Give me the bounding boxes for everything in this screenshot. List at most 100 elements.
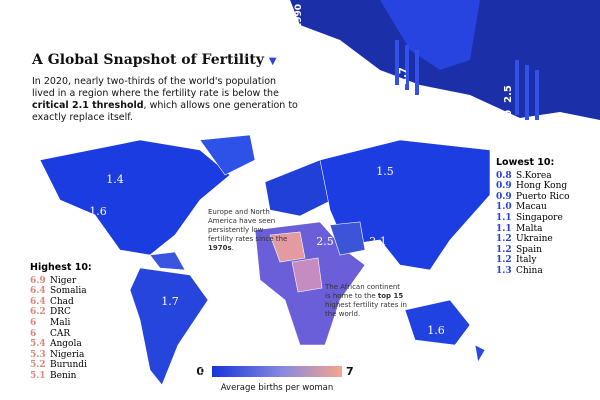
rate: 1.1 bbox=[496, 223, 512, 234]
map-labels: 1.4 1.6 1.5 2.5 2.1 1.7 2.2 1.6 1.9 bbox=[89, 165, 445, 379]
timeline-value: 2.5 bbox=[503, 85, 514, 103]
title-text: A Global Snapshot of Fertility bbox=[32, 52, 265, 68]
list-row: 5.4 Angola bbox=[30, 339, 92, 350]
list-row: 0.9 Puerto Rico bbox=[496, 192, 570, 203]
country: Hong Kong bbox=[516, 181, 568, 192]
list-row: 1.3 China bbox=[496, 266, 570, 277]
rate: 6 bbox=[30, 328, 37, 339]
text-run: , which allows one generation to exactly… bbox=[32, 100, 298, 123]
rate: 0.9 bbox=[496, 181, 512, 192]
rate: 6 bbox=[30, 317, 37, 328]
rate: 5.1 bbox=[30, 370, 46, 381]
world-map bbox=[39, 134, 491, 386]
timeline-entry: 2.5 2010 bbox=[503, 85, 514, 135]
timeline-year: 1990 bbox=[294, 4, 304, 29]
region-rate: 1.5 bbox=[376, 165, 394, 178]
rate: 1.3 bbox=[496, 265, 512, 276]
country: Spain bbox=[516, 244, 542, 255]
country: Mali bbox=[50, 317, 71, 328]
rate: 5.3 bbox=[30, 349, 46, 360]
top-figure bbox=[290, 0, 600, 120]
list-title: Lowest 10: bbox=[496, 157, 555, 168]
lowest-list: Lowest 10: 0.8 S.Korea 0.9 Hong Kong 0.9 Puert… bbox=[496, 157, 570, 277]
country: Italy bbox=[516, 255, 537, 266]
list-row: 6.2 DRC bbox=[30, 307, 92, 318]
list-row: 0.9 Hong Kong bbox=[496, 181, 570, 192]
timeline: 1990 2.7 2000 2.5 2010 bbox=[294, 4, 514, 135]
rate: 6.9 bbox=[30, 275, 46, 286]
highest-list: Highest 10: 6.9 Niger 6.4 Somalia 6.4 Chad 6.2 D… bbox=[30, 262, 92, 382]
country: Macau bbox=[516, 202, 547, 213]
country: DRC bbox=[50, 307, 71, 318]
country: Nigeria bbox=[50, 349, 85, 360]
intro: In 2020, nearly two-thirds of the world'… bbox=[32, 76, 300, 124]
list-row: 1.1 Singapore bbox=[496, 213, 570, 224]
rate: 6.2 bbox=[30, 307, 46, 318]
timeline-year: 2010 bbox=[504, 110, 514, 135]
country: Burundi bbox=[50, 360, 87, 371]
country: Malta bbox=[516, 223, 543, 234]
legend-max: 7 bbox=[346, 365, 354, 378]
legend-label: Average births per woman bbox=[221, 383, 334, 393]
legend-min: 0 bbox=[196, 365, 204, 378]
list-row: 6.4 Somalia bbox=[30, 286, 92, 297]
list-row: 6.9 Niger bbox=[30, 276, 92, 287]
text-run: Europe and North America have seen persi… bbox=[208, 208, 288, 243]
rate: 1.2 bbox=[496, 244, 512, 255]
text-run: In 2020, nearly two-thirds of the world'… bbox=[32, 76, 279, 99]
list-row: 1.2 Ukraine bbox=[496, 234, 570, 245]
list-row: 1.2 Italy bbox=[496, 255, 570, 266]
region-rate: 1.4 bbox=[106, 173, 124, 186]
region-rate: 1.6 bbox=[89, 205, 107, 218]
list-title: Highest 10: bbox=[30, 262, 92, 273]
rate: 5.2 bbox=[30, 360, 46, 371]
country: Singapore bbox=[516, 212, 563, 223]
region-rate: 1.9 bbox=[188, 366, 206, 379]
text-run: critical 2.1 threshold bbox=[32, 100, 144, 111]
title: A Global Snapshot of Fertility ▼ bbox=[32, 52, 277, 68]
region-rate: 2.1 bbox=[369, 235, 387, 248]
region-rate: 1.6 bbox=[427, 324, 445, 337]
rate: 5.4 bbox=[30, 339, 46, 350]
list-row: 6 Mali bbox=[30, 318, 92, 329]
list-row: 0.8 S.Korea bbox=[496, 171, 570, 182]
list-row: 5.1 Benin bbox=[30, 371, 92, 382]
text-run: highest fertility rates in the world. bbox=[325, 301, 407, 318]
text-run: . bbox=[231, 244, 234, 252]
country: CAR bbox=[50, 328, 71, 339]
region-rate: 2.2 bbox=[389, 300, 407, 313]
rate: 1.1 bbox=[496, 212, 512, 223]
timeline-year: 2000 bbox=[399, 92, 409, 117]
timeline-value: 2.7 bbox=[398, 67, 409, 85]
rate: 1.2 bbox=[496, 255, 512, 266]
list-row: 5.2 Burundi bbox=[30, 360, 92, 371]
country: China bbox=[516, 265, 543, 276]
text-run: top 15 bbox=[377, 292, 404, 300]
country: Benin bbox=[50, 370, 77, 381]
country: Ukraine bbox=[516, 234, 553, 245]
list-row: 1.0 Macau bbox=[496, 202, 570, 213]
country: Somalia bbox=[50, 286, 87, 297]
rate: 0.8 bbox=[496, 170, 512, 181]
rate: 0.9 bbox=[496, 191, 512, 202]
country: S.Korea bbox=[516, 170, 552, 181]
list-row: 6 CAR bbox=[30, 329, 92, 340]
rate: 1.0 bbox=[496, 202, 512, 213]
list-row: 6.4 Chad bbox=[30, 297, 92, 308]
region-rate: 1.7 bbox=[161, 295, 179, 308]
color-scale bbox=[212, 366, 342, 377]
annotation: Europe and North America have seen persi… bbox=[208, 208, 288, 253]
text-run: The African continent is home to the bbox=[325, 283, 401, 300]
rate: 6.4 bbox=[30, 296, 46, 307]
country: Puerto Rico bbox=[516, 191, 570, 202]
list-row: 5.3 Nigeria bbox=[30, 350, 92, 361]
timeline-entry: 1990 bbox=[294, 4, 304, 29]
country: Niger bbox=[50, 275, 77, 286]
legend: 0 7 Average births per woman bbox=[196, 365, 353, 393]
list-row: 1.2 Spain bbox=[496, 245, 570, 256]
country: Chad bbox=[50, 296, 74, 307]
text-run: 1970s bbox=[208, 244, 232, 252]
country: Angola bbox=[50, 339, 82, 350]
